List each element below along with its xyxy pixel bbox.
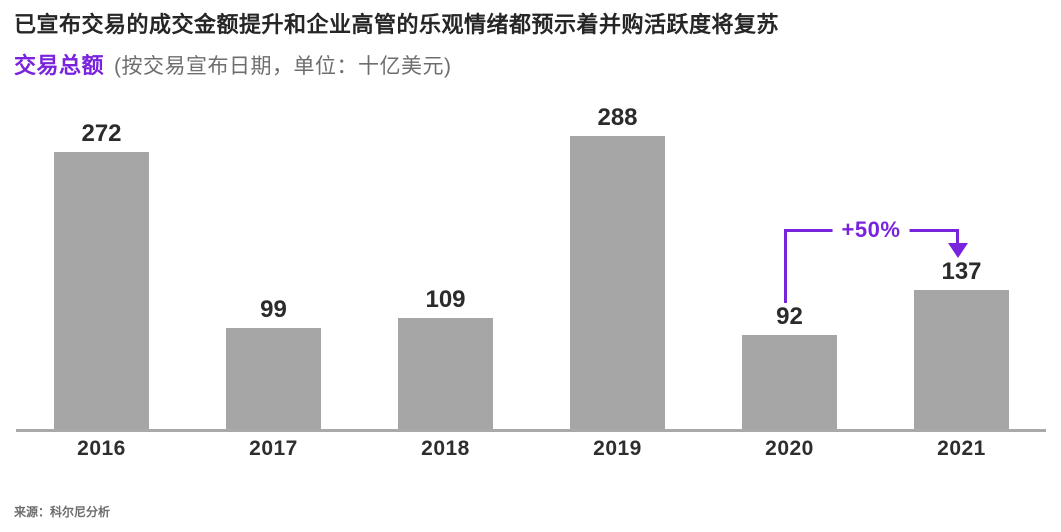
bar-2020 [742, 335, 837, 429]
chart-subtitle-row: 交易总额 (按交易宣布日期，单位：十亿美元) [14, 52, 1014, 83]
page-title: 已宣布交易的成交金额提升和企业高管的乐观情绪都预示着并购活跃度将复苏 [14, 12, 780, 37]
source-note: 来源：科尔尼分析 [14, 505, 111, 519]
x-axis-tick-2021: 2021 [937, 437, 986, 460]
bar-2019 [570, 136, 665, 429]
bar-value-label-2019: 288 [597, 104, 638, 131]
x-axis-tick-2016: 2016 [77, 437, 126, 460]
arrow-down-icon [948, 243, 968, 258]
bar-value-label-2021: 137 [941, 258, 982, 285]
bar-2016 [54, 152, 149, 429]
chart-title-label: 交易总额 [14, 53, 105, 78]
x-axis-line [16, 429, 1046, 432]
x-axis-tick-2019: 2019 [593, 437, 642, 460]
bar-value-label-2018: 109 [425, 286, 466, 313]
x-axis-tick-2018: 2018 [421, 437, 470, 460]
bar-2021 [914, 290, 1009, 429]
annotation-label: +50% [832, 217, 910, 243]
bar-2018 [398, 318, 493, 429]
bar-value-label-2020: 92 [776, 303, 803, 330]
bar-value-label-2017: 99 [260, 296, 287, 323]
x-axis-tick-2020: 2020 [765, 437, 814, 460]
annotation-arrow-stem [956, 229, 959, 245]
annotation-connector-line-left [784, 229, 787, 303]
x-axis-tick-2017: 2017 [249, 437, 298, 460]
bar-value-label-2016: 272 [81, 120, 122, 147]
bar-2017 [226, 328, 321, 429]
chart-subtitle-label: (按交易宣布日期，单位：十亿美元) [114, 55, 452, 78]
